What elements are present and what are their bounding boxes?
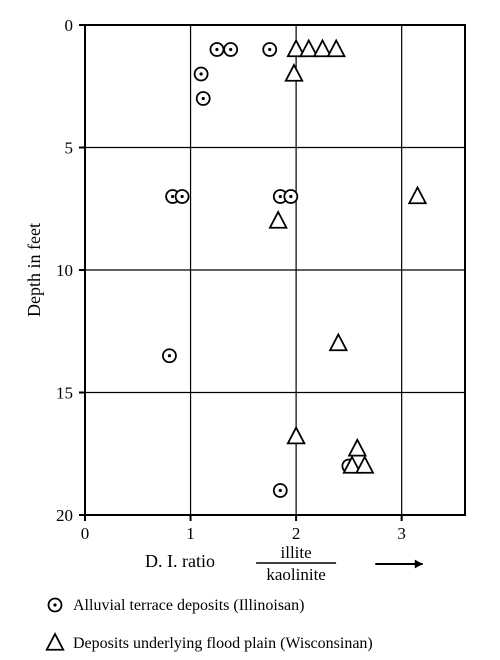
svg-text:15: 15 [56,384,73,403]
svg-text:10: 10 [56,261,73,280]
svg-text:0: 0 [65,16,74,35]
scatter-chart: 0 1 2 3 0 5 10 15 20 Depth in feet D. I. ratio illi… [0,0,500,660]
svg-text:2: 2 [292,524,301,543]
svg-text:0: 0 [81,524,90,543]
svg-text:Deposits underlying flood plai: Deposits underlying flood plain (Wiscons… [73,635,373,652]
svg-text:3: 3 [397,524,406,543]
svg-text:20: 20 [56,506,73,525]
svg-text:illite: illite [281,543,312,562]
svg-text:5: 5 [65,139,74,158]
svg-text:Alluvial terrace deposits (Ill: Alluvial terrace deposits (Illinoisan) [73,597,304,614]
svg-text:1: 1 [186,524,195,543]
svg-text:Depth in feet: Depth in feet [24,223,44,317]
svg-text:kaolinite: kaolinite [266,565,325,584]
svg-text:D. I. ratio: D. I. ratio [145,551,215,571]
